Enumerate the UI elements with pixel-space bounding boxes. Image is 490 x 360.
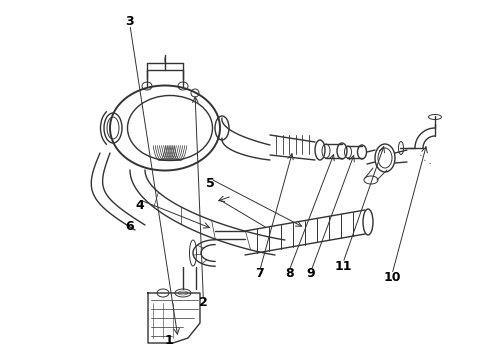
Text: 1: 1	[165, 334, 173, 347]
Text: 7: 7	[255, 267, 264, 280]
Text: 9: 9	[307, 267, 316, 280]
Text: 5: 5	[206, 177, 215, 190]
Text: 6: 6	[125, 220, 134, 233]
Text: 3: 3	[125, 15, 134, 28]
Text: 11: 11	[334, 260, 352, 273]
Text: 10: 10	[383, 271, 401, 284]
Text: 8: 8	[285, 267, 294, 280]
Text: 4: 4	[135, 199, 144, 212]
Text: 2: 2	[199, 296, 208, 309]
